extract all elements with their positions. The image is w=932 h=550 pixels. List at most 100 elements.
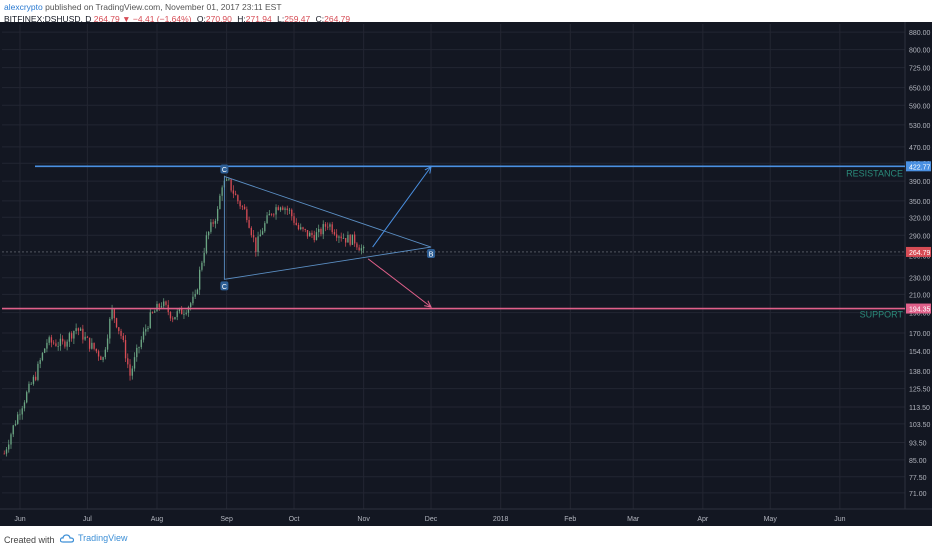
time-tick-label: Aug [151, 516, 164, 523]
chart-area[interactable]: 880.00 800.00 725.00 650.00 590.00 530.00 470.… [0, 22, 932, 526]
candle-body [178, 308, 181, 312]
candle-body [288, 209, 291, 211]
candle-body [205, 235, 208, 253]
candle-body [57, 346, 59, 347]
candle-body [8, 444, 10, 450]
triangle-point-marker [220, 164, 229, 174]
candle-body [127, 358, 129, 365]
candle-body [133, 357, 136, 369]
candle-body [68, 333, 71, 342]
candle-body [297, 225, 300, 230]
candle-body [194, 293, 196, 297]
chart-background [0, 22, 932, 526]
author-link[interactable]: alexcrypto [4, 2, 43, 12]
candle-body [145, 329, 147, 332]
candle-body [32, 376, 35, 384]
candle-body [261, 231, 264, 235]
time-tick-label: Jun [834, 516, 845, 523]
candle-body [284, 208, 286, 210]
price-tick-label: 390.00 [909, 179, 931, 186]
candle-body [219, 195, 221, 209]
candle-body [304, 229, 306, 230]
open-value: 270.90 [205, 14, 232, 24]
candle-body [210, 222, 212, 232]
candle-body [129, 364, 131, 376]
price-axis-background [905, 22, 932, 526]
candle-body [279, 207, 282, 211]
candle-body [225, 179, 228, 181]
candle-body [277, 207, 279, 211]
tradingview-link[interactable]: TradingView [60, 533, 128, 543]
candle-body [50, 337, 53, 343]
candle-body [142, 331, 145, 340]
candle-body [187, 307, 190, 313]
breakdown-arrow-shaft [367, 258, 432, 308]
candle-body [311, 232, 313, 236]
candle-body [239, 201, 241, 207]
candle-body [207, 231, 210, 236]
candle-body [149, 312, 151, 328]
price-chart[interactable]: 880.00 800.00 725.00 650.00 590.00 530.00 470.… [0, 22, 932, 526]
time-tick-label: Jun [14, 516, 25, 523]
candle-body [257, 236, 259, 253]
candle-body [248, 220, 250, 228]
time-tick-label: 2018 [493, 516, 509, 523]
candle-body [243, 206, 246, 210]
price-tick-label: 800.00 [909, 48, 931, 55]
breakdown-arrow-head [424, 300, 432, 308]
breakout-up-arrow-shaft [372, 166, 432, 248]
candle-body [185, 312, 187, 314]
time-tick-label: Dec [425, 516, 438, 523]
candle-body [140, 339, 142, 348]
candle-body [37, 363, 39, 380]
candle-body [26, 392, 28, 403]
published-text: published on TradingView.com, November 0… [45, 2, 282, 12]
candle-body [338, 236, 340, 238]
candle-body [160, 306, 163, 308]
candle-body [275, 207, 277, 215]
ohlc-legend: BITFINEX:DSHUSD, D 264.79 ▼ −4.41 (−1.64… [4, 14, 350, 26]
candle-body [64, 341, 66, 347]
candle-body [21, 408, 23, 415]
time-tick-label: May [764, 516, 778, 523]
price-tick-label: 725.00 [909, 66, 931, 73]
candle-body [97, 351, 100, 357]
time-tick-label: Sep [220, 516, 233, 523]
candle-body [104, 349, 107, 358]
time-tick-label: Nov [357, 516, 370, 523]
price-tick-label: 170.00 [909, 331, 931, 338]
candle-body [264, 223, 266, 232]
candle-body [19, 414, 21, 416]
price-axis-tag [906, 161, 931, 172]
candle-body [329, 224, 331, 227]
candle-body [138, 347, 140, 348]
candle-body [118, 327, 120, 331]
created-with-text: Created with [4, 535, 55, 545]
candle-body [358, 247, 360, 251]
candle-body [315, 232, 318, 241]
price-axis-tag [906, 246, 931, 257]
candle-body [39, 360, 41, 364]
candle-body [273, 214, 275, 216]
price-tick-label: 85.00 [909, 458, 927, 465]
candle-body [86, 336, 89, 338]
candle-body [75, 328, 77, 332]
candle-body [345, 238, 347, 243]
price-tick-label: 93.50 [909, 440, 927, 447]
candle-body [349, 234, 351, 245]
candle-body [241, 206, 244, 208]
candle-body [111, 308, 113, 319]
candle-body [46, 342, 48, 349]
candle-body [190, 303, 192, 308]
high-value: 271.94 [245, 14, 272, 24]
candle-body [198, 269, 201, 290]
time-tick-label: Oct [289, 516, 300, 523]
candle-body [230, 179, 232, 191]
price-axis-tag [906, 303, 931, 314]
candle-body [250, 227, 253, 236]
candle-body [201, 262, 203, 270]
price-tick-label: 470.00 [909, 145, 931, 152]
candle-body [181, 308, 183, 315]
candle-body [356, 243, 358, 248]
price-tick-label: 880.00 [909, 30, 931, 37]
